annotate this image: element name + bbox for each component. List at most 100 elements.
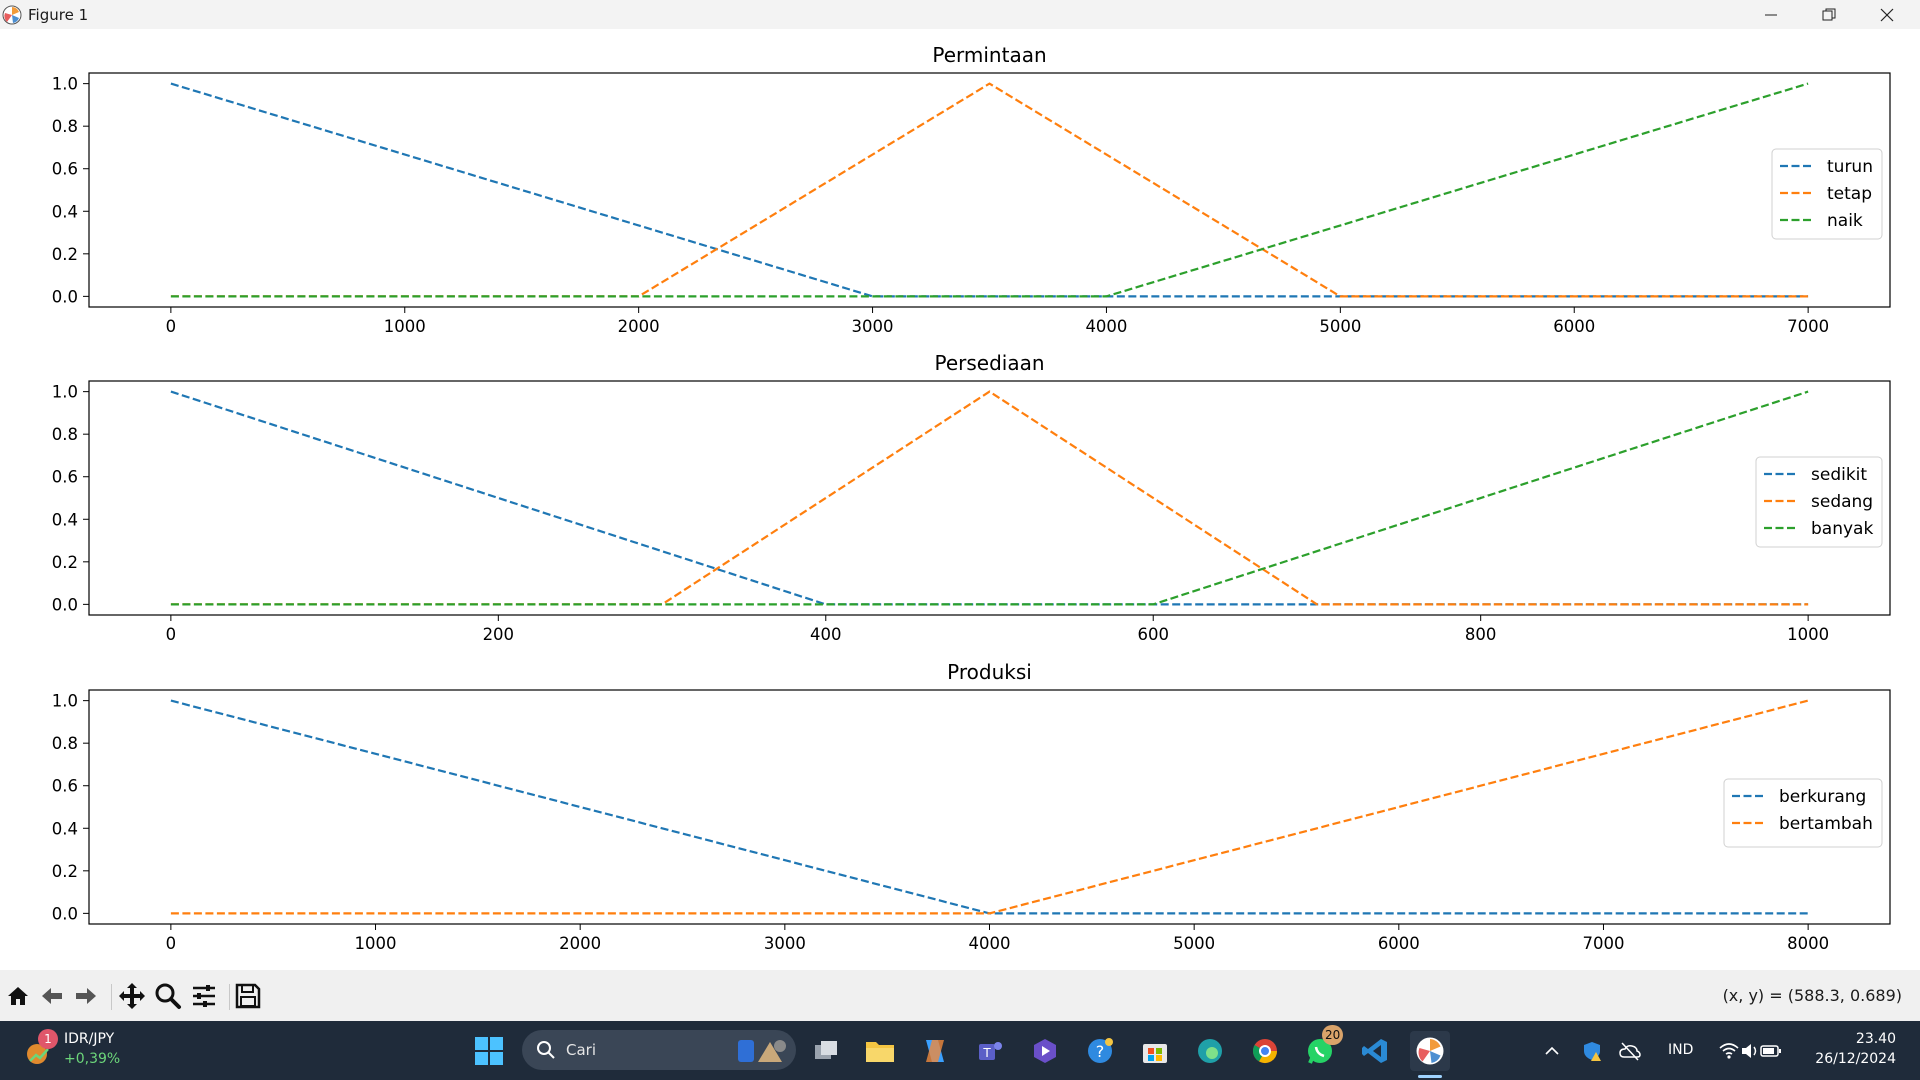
clock-date[interactable]: 26/12/2024: [1815, 1051, 1896, 1067]
shield-warning-icon: [1584, 1042, 1601, 1061]
input-language[interactable]: IND: [1668, 1042, 1694, 1058]
vscode-button[interactable]: [1355, 1031, 1395, 1071]
subplot-3: Produksi 0 1000 2000 3000 4000 5000 6000 7000 800…: [52, 660, 1891, 953]
restore-button[interactable]: [1800, 0, 1858, 29]
legend: berkurang bertambah: [1723, 778, 1883, 848]
x-tick-label: 6000: [1378, 934, 1420, 953]
subplot-1: Permintaan 0 1000 2000 3000 4000 5000 6000 7000 0…: [52, 43, 1891, 336]
start-button[interactable]: [469, 1031, 509, 1071]
minimize-button[interactable]: [1742, 0, 1800, 29]
x-tick-label: 6000: [1553, 317, 1595, 336]
file-explorer-button[interactable]: [860, 1031, 900, 1071]
y-tick-label: 0.2: [52, 245, 78, 264]
taskview-button[interactable]: [806, 1031, 846, 1071]
series-line-banyak: [170, 390, 1809, 606]
get-help-button[interactable]: ?: [1080, 1031, 1120, 1071]
zoom-icon: [155, 983, 181, 1009]
legend-label-berkurang: berkurang: [1779, 787, 1866, 807]
x-tick-label: 2000: [618, 317, 660, 336]
x-tick-label: 400: [810, 625, 842, 644]
teams-icon: T: [979, 1042, 1002, 1060]
battery-icon: [1760, 1045, 1781, 1057]
y-tick-label: 1.0: [52, 692, 78, 711]
axes-frame: [88, 72, 1891, 308]
series-line-turun: [170, 82, 1809, 298]
y-tick-label: 0.4: [52, 819, 78, 838]
copilot-icon: [926, 1040, 944, 1062]
onedrive-tray-button[interactable]: [1612, 1031, 1648, 1071]
matplotlib-logo-icon: [2, 5, 22, 25]
configure-subplots-button[interactable]: [188, 980, 220, 1012]
x-tick-label: 0: [166, 625, 177, 644]
quick-settings-button[interactable]: [1710, 1031, 1790, 1071]
close-button[interactable]: [1858, 0, 1916, 29]
clock-time[interactable]: 23.40: [1855, 1031, 1896, 1047]
x-tick-label: 3000: [852, 317, 894, 336]
defender-tray-button[interactable]: [1574, 1031, 1610, 1071]
taskbar-search[interactable]: Cari: [522, 1030, 796, 1070]
media-app-icon: [1034, 1039, 1056, 1063]
edge-button[interactable]: [1190, 1031, 1230, 1071]
y-tick-label: 1.0: [52, 75, 78, 94]
navigation-toolbar: (x, y) = (588.3, 0.689): [0, 970, 1920, 1021]
pan-button[interactable]: [116, 980, 148, 1012]
whatsapp-button[interactable]: 20: [1300, 1025, 1344, 1071]
help-icon: ?: [1088, 1038, 1113, 1063]
series-line-bertambah: [170, 699, 1809, 915]
svg-text:T: T: [982, 1046, 991, 1060]
matplotlib-window-button[interactable]: [1410, 1031, 1450, 1071]
x-tick-label: 0: [166, 934, 177, 953]
microsoft-store-button[interactable]: [1135, 1031, 1175, 1071]
copilot-button[interactable]: [915, 1031, 955, 1071]
zoom-button[interactable]: [152, 980, 184, 1012]
teams-button[interactable]: T: [970, 1031, 1010, 1071]
legend-label-banyak: banyak: [1811, 519, 1873, 539]
chrome-button[interactable]: [1245, 1031, 1285, 1071]
tray-overflow-button[interactable]: [1532, 1031, 1572, 1071]
y-tick-label: 0.6: [52, 160, 78, 179]
edge-icon: [1198, 1039, 1222, 1063]
y-tick-label: 0.4: [52, 202, 78, 221]
x-tick-label: 8000: [1787, 934, 1829, 953]
forward-button[interactable]: [70, 980, 102, 1012]
toolbar-divider: [229, 984, 230, 1010]
vscode-icon: [1362, 1039, 1387, 1063]
series-line-berkurang: [170, 699, 1809, 915]
x-tick-label: 5000: [1173, 934, 1215, 953]
y-tick-label: 0.8: [52, 734, 78, 753]
ticker-name: IDR/JPY: [64, 1031, 115, 1047]
series-line-sedikit: [170, 390, 1809, 606]
x-tick-label: 2000: [559, 934, 601, 953]
y-tick-label: 0.0: [52, 287, 78, 306]
x-tick-label: 1000: [384, 317, 426, 336]
x-tick-label: 3000: [764, 934, 806, 953]
media-app-button[interactable]: [1025, 1031, 1065, 1071]
search-highlight-icon: [738, 1040, 786, 1062]
axes-frame: [88, 380, 1891, 616]
chevron-up-icon: [1545, 1046, 1559, 1055]
x-tick-label: 4000: [969, 934, 1011, 953]
x-tick-label: 7000: [1787, 317, 1829, 336]
y-tick-label: 0.6: [52, 777, 78, 796]
back-button[interactable]: [36, 980, 68, 1012]
subplot-2: Persediaan 0 200 400 600 800 1000 0.0 0.2 0.4 0.6 0…: [52, 351, 1891, 644]
legend-label-sedikit: sedikit: [1811, 465, 1867, 485]
y-tick-label: 0.0: [52, 595, 78, 614]
active-app-indicator: [1418, 1075, 1442, 1078]
legend: sedikit sedang banyak: [1755, 456, 1883, 548]
search-placeholder: Cari: [566, 1041, 596, 1059]
figure-canvas[interactable]: Permintaan 0 1000 2000 3000 4000 5000 6000 7000 0…: [0, 29, 1920, 970]
x-tick-label: 7000: [1582, 934, 1624, 953]
legend-label-bertambah: bertambah: [1779, 814, 1873, 834]
series-line-tetap: [170, 82, 1809, 298]
widgets-ticker[interactable]: 1 IDR/JPY +0,39%: [20, 1029, 130, 1073]
windows-taskbar: 1 IDR/JPY +0,39% Cari T ? 20: [0, 1021, 1920, 1080]
legend-frame: [1723, 778, 1883, 848]
home-button[interactable]: [2, 980, 34, 1012]
save-button[interactable]: [232, 980, 264, 1012]
search-icon: [537, 1041, 555, 1059]
store-icon: [1143, 1044, 1167, 1063]
pan-icon: [119, 983, 145, 1009]
legend: turun tetap naik: [1771, 148, 1883, 240]
subplot-title: Produksi: [947, 660, 1032, 684]
